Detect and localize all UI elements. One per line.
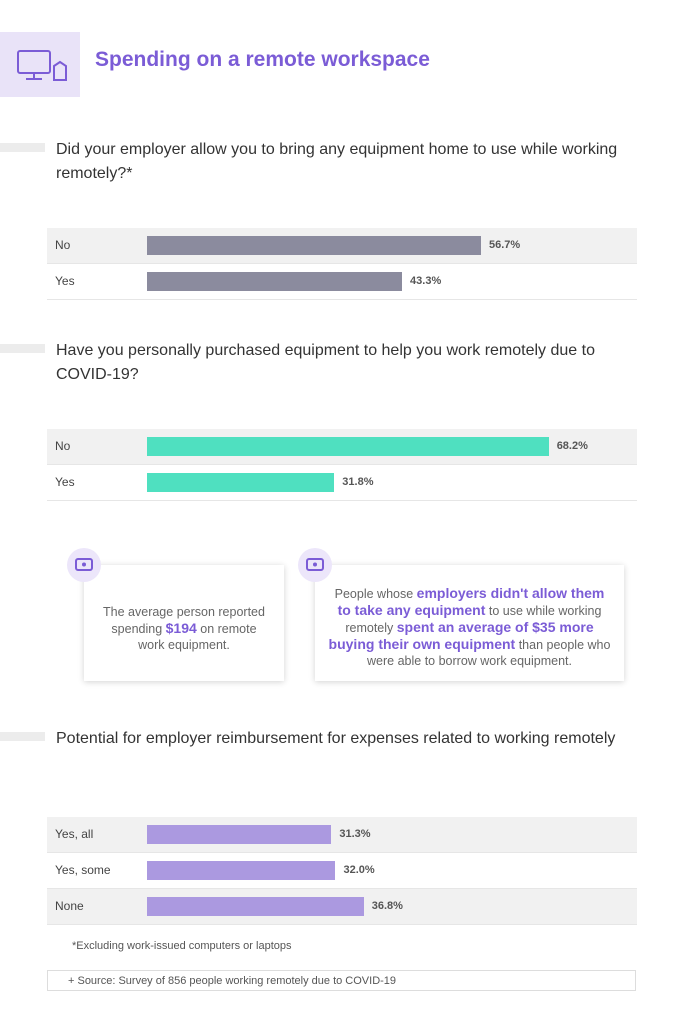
question-marker	[0, 344, 45, 353]
value-label: 56.7%	[488, 239, 521, 251]
question: Have you personally purchased equipment …	[56, 342, 595, 383]
icon	[17, 50, 67, 81]
callout-emphasis: $194	[165, 619, 197, 636]
question: Potential for employer reimbursement for…	[56, 730, 616, 747]
callout-card: The average person reported spending $19…	[84, 565, 284, 681]
row: No 56.7%	[47, 228, 637, 264]
row: Yes 31.8%	[47, 465, 637, 501]
bar	[147, 825, 332, 844]
question-marker	[0, 732, 45, 741]
callout-text: People whose employers didn't allow them…	[327, 585, 612, 669]
category-label: No	[55, 439, 71, 453]
bar	[147, 861, 336, 880]
callout-emphasis: spent an average of $35 more buying thei…	[328, 619, 594, 652]
category-label: Yes, some	[55, 863, 111, 877]
source: + Source: Survey of 856 people working r…	[47, 970, 636, 991]
icon-box	[0, 32, 80, 97]
callout-text-part: to use while working remotely	[345, 604, 602, 635]
category-label: No	[55, 238, 71, 252]
value-label: 36.8%	[371, 900, 403, 912]
bar	[147, 437, 549, 456]
category-label: Yes, all	[55, 827, 94, 841]
bar	[147, 272, 403, 291]
page-title: Spending on a remote workspace	[95, 48, 430, 71]
category-label: Yes	[55, 274, 75, 288]
row: Yes 43.3%	[47, 264, 637, 300]
bar	[147, 236, 481, 255]
bar	[147, 897, 364, 916]
callout-text-part: on remote work equipment.	[138, 621, 257, 652]
row: Yes, some 32.0%	[47, 853, 637, 889]
footnote: *Excluding work-issued computers or lapt…	[72, 940, 292, 952]
question: Did your employer allow you to bring any…	[56, 141, 618, 182]
question-marker	[0, 143, 45, 152]
value-label: 43.3%	[410, 275, 442, 287]
row: No 68.2%	[47, 429, 637, 465]
category-label: None	[55, 899, 84, 913]
callout-emphasis: employers didn't allow them to take any …	[337, 585, 605, 618]
value-label: 32.0%	[343, 864, 375, 876]
callout-text-part: The average person reported spending	[103, 604, 265, 636]
value-label: 31.3%	[339, 828, 371, 840]
row: None 36.8%	[47, 889, 637, 925]
callout-card: People whose employers didn't allow them…	[315, 565, 624, 681]
callout-icon	[298, 548, 332, 582]
category-label: Yes	[55, 475, 75, 489]
bar	[147, 473, 335, 492]
value-label: 68.2%	[556, 440, 588, 452]
callout-text: The average person reported spending $19…	[98, 604, 270, 653]
row: Yes, all 31.3%	[47, 817, 637, 853]
callout-text-part: than people who were able to borrow work…	[367, 638, 611, 668]
callout-text-part: People whose	[334, 587, 417, 601]
callout-icon	[67, 548, 101, 582]
value-label: 31.8%	[342, 476, 374, 488]
